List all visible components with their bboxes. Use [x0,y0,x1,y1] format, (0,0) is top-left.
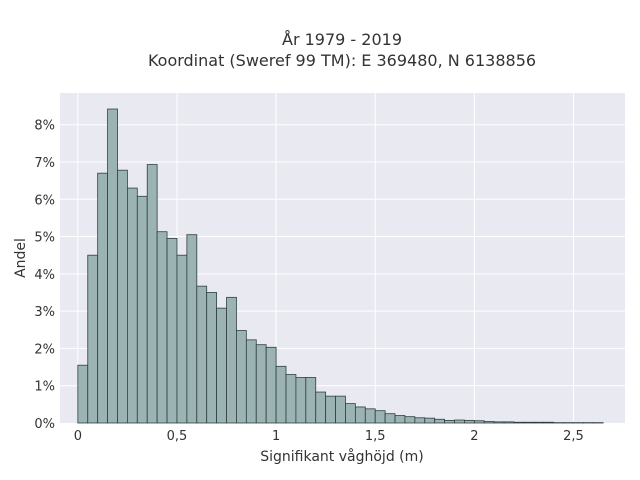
histogram-bar [444,419,455,424]
histogram-bar [275,365,287,424]
histogram-bar [305,377,317,424]
histogram-bar [216,307,227,424]
histogram-bar [77,364,89,424]
y-tick-label: 6% [34,193,55,208]
histogram-bar [206,292,218,424]
histogram-bar [255,344,267,424]
x-tick-label: 0,5 [167,429,188,444]
histogram-bar [503,421,515,424]
x-tick-label: 0 [74,429,82,444]
histogram-bar [404,416,416,424]
histogram-bar [146,164,158,424]
histogram-bar [424,417,436,424]
histogram-bar [166,238,178,424]
histogram-bar [295,377,307,424]
chart-title-line2: Koordinat (Sweref 99 TM): E 369480, N 61… [148,51,536,70]
histogram-bar [464,419,475,424]
histogram-bar [513,421,525,424]
histogram-bar [315,391,327,424]
histogram-bar [483,421,495,424]
histogram-bar [97,172,108,424]
histogram-bar [374,410,386,424]
histogram-bar [117,169,128,424]
histogram-bar [107,108,118,424]
histogram-bar [245,339,257,424]
histogram-bar [196,285,208,424]
y-tick-label: 1% [34,380,55,395]
histogram-bar [473,420,485,424]
y-tick-label: 4% [34,268,55,283]
y-axis-ticks: 0% 1% 2% 3% 4% 5% 6% 7% 8% [34,119,55,432]
histogram-bar [384,413,396,424]
histogram-bar [354,406,366,424]
histogram-bar [136,195,148,424]
histogram-bar [364,408,376,424]
y-tick-label: 3% [34,305,55,320]
chart-title-line1: År 1979 - 2019 [282,30,402,49]
histogram-bar [176,254,188,424]
x-tick-label: 1 [272,429,280,444]
histogram-bar [533,421,545,424]
histogram-bar [414,417,426,424]
y-axis-label: Andel [13,238,29,278]
x-axis-ticks: 0 0,5 1 1,5 2 2,5 [74,429,584,444]
histogram-bar [156,231,168,424]
x-tick-label: 1,5 [365,429,386,444]
histogram-bar [325,395,336,424]
y-tick-label: 0% [34,417,55,432]
histogram-bar [265,346,277,424]
histogram-bar [345,403,356,424]
histogram-bar [493,421,505,424]
x-axis-label: Signifikant våghöjd (m) [260,448,423,465]
histogram-bar [226,296,237,424]
y-tick-label: 2% [34,342,55,357]
histogram-bar [394,415,406,424]
histogram-bar [186,234,198,424]
y-tick-label: 5% [34,231,55,246]
histogram-bar [87,254,99,424]
histogram-bar [434,418,445,424]
y-tick-label: 7% [34,156,55,171]
histogram-bars [77,108,604,424]
histogram-bar [523,421,535,424]
y-tick-label: 8% [34,119,55,134]
histogram-bar [236,330,247,424]
histogram-bar [335,395,346,424]
x-tick-label: 2,5 [563,429,584,444]
histogram-bar [127,187,138,424]
histogram-bar [454,419,465,424]
x-tick-label: 2 [470,429,478,444]
histogram-bar [285,374,297,424]
histogram-bar [543,421,555,424]
